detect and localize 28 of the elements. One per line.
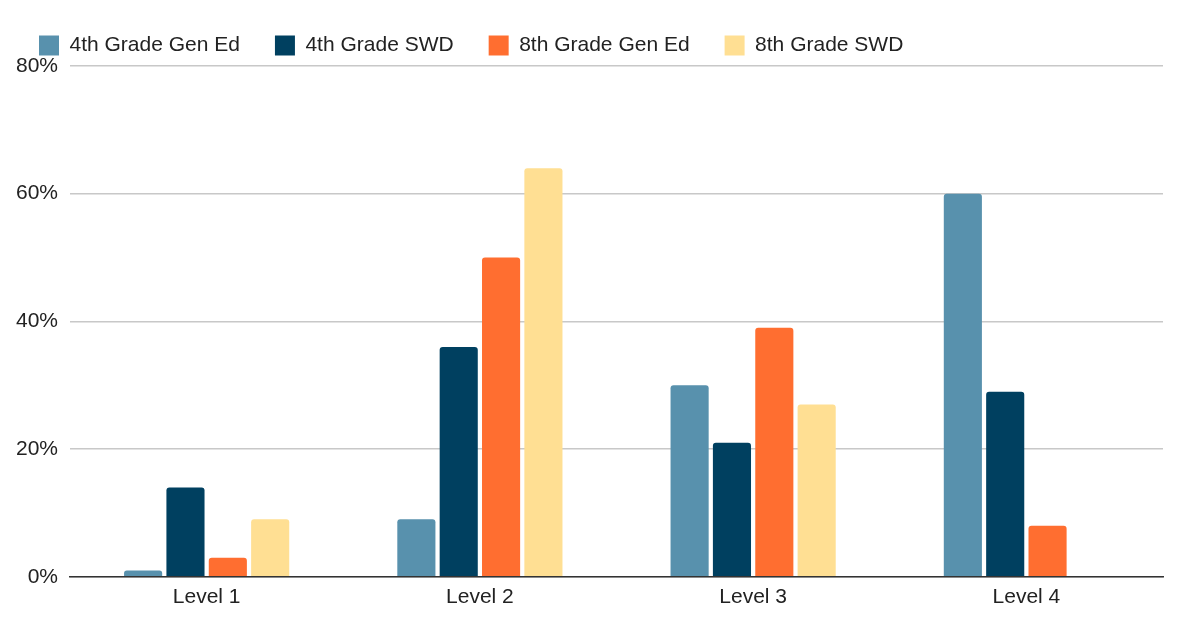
bar xyxy=(797,404,836,577)
y-tick-label: 80% xyxy=(16,52,59,76)
bar xyxy=(755,327,794,577)
bar xyxy=(524,168,563,577)
bar xyxy=(166,487,205,577)
bar xyxy=(208,557,247,577)
legend-label: 4th Grade SWD xyxy=(305,32,454,56)
bar xyxy=(251,519,290,577)
legend-label: 8th Grade SWD xyxy=(755,32,904,56)
bar xyxy=(1028,525,1067,577)
legend-label: 8th Grade Gen Ed xyxy=(519,32,690,56)
x-tick-label: Level 1 xyxy=(172,584,241,608)
x-tick-label: Level 3 xyxy=(719,584,787,608)
bar xyxy=(712,442,752,577)
bar xyxy=(439,346,478,577)
legend-label: 4th Grade Gen Ed xyxy=(69,32,240,56)
bar xyxy=(397,519,436,577)
bar xyxy=(124,570,163,577)
bar xyxy=(986,391,1025,577)
y-tick-label: 20% xyxy=(16,435,59,459)
y-tick-label: 40% xyxy=(16,308,59,332)
y-tick-label: 0% xyxy=(27,563,59,587)
bar xyxy=(943,193,982,577)
bar xyxy=(482,257,521,577)
bar xyxy=(670,385,709,577)
y-tick-label: 60% xyxy=(16,180,59,204)
x-tick-label: Level 4 xyxy=(992,584,1061,608)
x-tick-label: Level 2 xyxy=(446,584,514,608)
